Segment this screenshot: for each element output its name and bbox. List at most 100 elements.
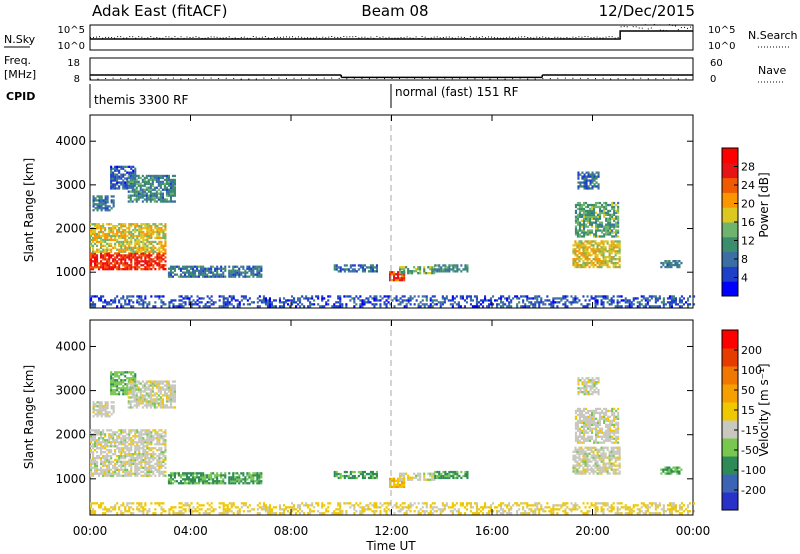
heat-cell (132, 248, 135, 251)
heat-cell (596, 452, 599, 455)
heat-cell (597, 201, 600, 205)
heat-cell (120, 457, 123, 460)
heat-cell (157, 188, 160, 191)
heat-cell (689, 295, 692, 298)
cpid-segment-1: themis 3300 RF (94, 93, 188, 107)
nave-dot (466, 78, 468, 80)
heat-cell (114, 466, 117, 469)
heat-cell (100, 250, 103, 253)
heat-cell (268, 301, 271, 304)
heat-cell (100, 252, 103, 255)
heat-cell (124, 470, 127, 473)
heat-cell (130, 234, 133, 238)
heat-cell (129, 396, 132, 399)
heat-cell (94, 258, 97, 261)
heat-cell (110, 183, 113, 186)
heat-cell (126, 303, 129, 306)
noise-search-dot (141, 36, 143, 38)
heat-cell (160, 264, 163, 267)
noise-search-dot (527, 37, 529, 38)
heat-cell (417, 272, 420, 275)
heat-cell (114, 185, 117, 188)
heat-cell (112, 238, 115, 242)
heat-cell (102, 409, 105, 412)
heat-cell (156, 295, 159, 298)
heat-cell (164, 244, 167, 247)
heat-cell (160, 242, 163, 245)
heat-cell (204, 267, 207, 270)
heat-cell (100, 431, 103, 434)
heat-cell (92, 445, 95, 448)
heat-cell (116, 229, 119, 232)
heat-cell (578, 225, 581, 228)
heat-cell (648, 299, 651, 302)
heat-cell (379, 303, 382, 306)
noise-search-dot (650, 27, 652, 29)
heat-cell (419, 272, 422, 275)
heat-cell (110, 472, 113, 475)
heat-cell (150, 443, 153, 446)
heat-cell (204, 305, 207, 308)
heat-cell (104, 238, 107, 242)
heat-cell (363, 303, 366, 306)
heat-cell (389, 477, 392, 480)
heat-cell (110, 474, 113, 477)
heat-cell (110, 445, 113, 448)
heat-cell (578, 240, 581, 243)
heat-cell (439, 305, 442, 308)
heat-cell (582, 295, 585, 298)
heat-cell (576, 297, 579, 300)
heat-cell (196, 476, 199, 479)
heat-cell (140, 240, 143, 244)
heat-cell (596, 460, 599, 463)
heat-cell (112, 183, 115, 186)
heat-cell (130, 379, 133, 382)
heat-cell (202, 269, 205, 272)
heat-cell (96, 445, 99, 448)
heat-cell (576, 254, 579, 257)
heat-cell (363, 264, 366, 267)
heat-cell (162, 254, 165, 257)
heat-cell (118, 437, 121, 440)
heat-cell (138, 445, 141, 448)
heat-cell (92, 437, 95, 440)
heat-cell (106, 460, 109, 463)
colorbar-swatch (722, 251, 738, 267)
heat-cell (129, 390, 132, 393)
heat-cell (250, 267, 253, 270)
heat-cell (283, 305, 286, 308)
heat-cell (137, 198, 140, 201)
heat-cell (609, 209, 612, 213)
heat-cell (135, 396, 138, 399)
heat-cell (124, 185, 127, 188)
heat-cell (599, 209, 602, 213)
nave-dot (323, 77, 325, 79)
heat-cell (164, 248, 167, 251)
heat-cell (548, 299, 551, 302)
heat-cell (152, 453, 155, 456)
heat-cell (329, 295, 332, 298)
heat-cell (610, 261, 613, 265)
heat-cell (587, 187, 590, 190)
heat-cell (106, 258, 109, 261)
heat-cell (104, 199, 107, 202)
heat-cell (242, 275, 245, 278)
heat-cell (116, 385, 119, 388)
heat-cell (361, 474, 364, 478)
heat-cell (611, 229, 614, 232)
heat-cell (299, 299, 302, 302)
heat-cell (256, 474, 259, 477)
heat-cell (94, 262, 97, 265)
heat-cell (582, 450, 585, 453)
heat-cell (236, 478, 239, 481)
heat-cell (143, 188, 146, 191)
heat-cell (139, 398, 142, 401)
heat-cell (186, 482, 189, 485)
heat-cell (670, 301, 673, 304)
heat-cell (146, 264, 149, 267)
heat-cell (92, 472, 95, 475)
heat-cell (146, 254, 149, 257)
heat-cell (150, 225, 153, 228)
heat-cell (662, 299, 665, 302)
heat-cell (522, 295, 525, 298)
